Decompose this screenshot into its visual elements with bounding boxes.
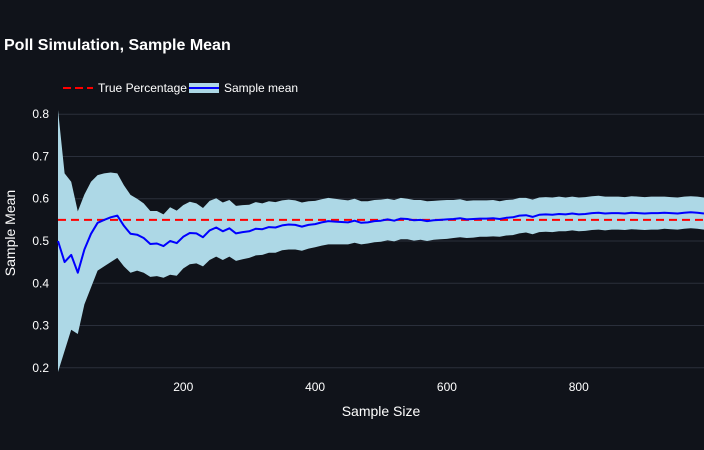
y-tick-label: 0.6 [32, 192, 49, 206]
y-tick-label: 0.4 [32, 276, 49, 290]
legend-item-sample-mean[interactable]: Sample mean [189, 81, 298, 95]
legend-item-true-percentage[interactable]: True Percentage [63, 81, 187, 95]
legend-sample-mean-label: Sample mean [224, 81, 298, 95]
y-tick-label: 0.5 [32, 234, 49, 248]
sample-mean-line [57, 211, 704, 274]
y-tick-label: 0.7 [32, 149, 49, 163]
y-axis-ticks: 0.2 0.3 0.4 0.5 0.6 0.7 0.8 [32, 107, 49, 375]
x-axis-title: Sample Size [342, 403, 421, 419]
y-axis-title: Sample Mean [2, 190, 18, 276]
x-tick-label: 800 [569, 380, 589, 394]
legend-true-percentage-label: True Percentage [98, 81, 187, 95]
legend[interactable]: True Percentage Sample mean [63, 81, 298, 95]
x-tick-label: 400 [305, 380, 325, 394]
x-tick-label: 600 [437, 380, 457, 394]
y-tick-label: 0.8 [32, 107, 49, 121]
chart-title: Poll Simulation, Sample Mean [4, 37, 231, 54]
confidence-band-area [58, 110, 704, 372]
y-tick-label: 0.2 [32, 361, 49, 375]
series-lines [57, 211, 704, 274]
y-tick-label: 0.3 [32, 319, 49, 333]
x-axis-ticks: 200 400 600 800 [173, 380, 589, 394]
confidence-band [58, 110, 704, 372]
x-tick-label: 200 [173, 380, 193, 394]
